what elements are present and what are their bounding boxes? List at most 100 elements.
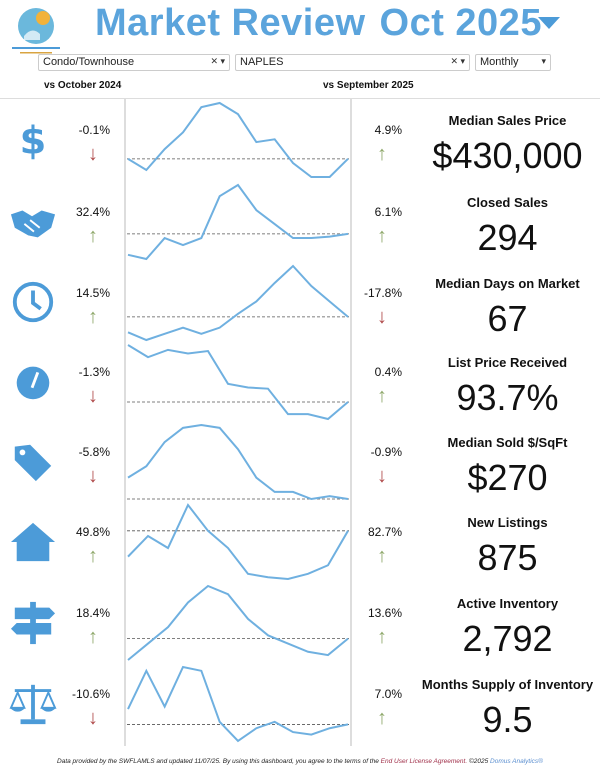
metric-value: 875 (477, 537, 538, 578)
clear-and-chevron-icon[interactable]: ✕ ▾ (210, 56, 225, 66)
arrow-down-icon: ↓ (88, 385, 98, 407)
yoy-change: -1.3% (78, 365, 110, 379)
trend-line (127, 101, 349, 178)
logo (12, 8, 60, 54)
clock-icon (12, 281, 54, 323)
metric-value: $270 (467, 457, 548, 498)
metric-value: 9.5 (482, 699, 533, 740)
yoy-change: 14.5% (75, 286, 110, 300)
arrow-down-icon: ↓ (377, 306, 387, 328)
trend-line (127, 503, 349, 581)
brand-link[interactable]: Domus Analytics® (490, 758, 543, 765)
metric-row: -1.3% ↓ 0.4% ↑ List Price Received 93.7% (0, 341, 600, 422)
arrow-down-icon: ↓ (88, 143, 98, 165)
svg-text:$: $ (20, 118, 47, 163)
metric-label: Active Inventory (456, 596, 559, 611)
arrow-down-icon: ↓ (88, 707, 98, 729)
metric-label: New Listings (467, 515, 548, 530)
title-period: Oct 2025 (379, 2, 542, 44)
city-select[interactable]: NAPLES ✕ ▾ (235, 54, 470, 71)
clear-and-chevron-icon[interactable]: ✕ ▾ (450, 56, 465, 66)
period-dropdown-caret-icon[interactable] (538, 17, 560, 29)
arrow-down-icon: ↓ (377, 465, 387, 487)
metric-row: 18.4% ↑ 13.6% ↑ Active Inventory 2,792 (0, 582, 600, 663)
arrow-up-icon: ↑ (377, 626, 387, 648)
metric-value: 67 (487, 298, 528, 339)
eula-link[interactable]: End User License Agreement. (380, 758, 468, 765)
yoy-change: 18.4% (75, 606, 110, 620)
footer-text: Data provided by the SWFLAMLS and update… (57, 758, 381, 765)
mom-change: 4.9% (374, 123, 402, 137)
mom-change: 7.0% (374, 687, 402, 701)
mom-change: 0.4% (374, 365, 402, 379)
arrow-up-icon: ↑ (377, 385, 387, 407)
frequency-value: Monthly (480, 56, 519, 68)
arrow-up-icon: ↑ (88, 545, 98, 567)
signpost-icon (10, 601, 56, 645)
property-type-select[interactable]: Condo/Townhouse ✕ ▾ (38, 54, 230, 71)
gauge-icon (16, 366, 50, 400)
trend-line (127, 264, 349, 342)
page-title: Market Review Oct 2025 (95, 2, 556, 45)
arrow-up-icon: ↑ (88, 225, 98, 247)
metric-label: Median Sold $/SqFt (447, 435, 568, 450)
yoy-change: 32.4% (75, 205, 110, 219)
price-tag-icon (14, 444, 52, 482)
trend-sparkline (127, 584, 349, 661)
trend-line (127, 183, 349, 261)
metric-value: 2,792 (462, 618, 553, 659)
scales-icon (9, 684, 57, 725)
yoy-change: -0.1% (78, 123, 110, 137)
copyright: ©2025 (467, 758, 491, 765)
yoy-header: vs October 2024 (44, 80, 122, 91)
mom-change: 6.1% (374, 205, 402, 219)
trend-sparkline (127, 344, 349, 421)
metric-label: Median Sales Price (448, 113, 567, 128)
metric-label: List Price Received (447, 355, 568, 370)
metric-value: 93.7% (456, 377, 559, 418)
divider (124, 98, 126, 746)
frequency-select[interactable]: Monthly ▾ (475, 54, 551, 71)
mom-header: vs September 2025 (323, 80, 414, 91)
home-icon (10, 522, 56, 562)
divider (350, 98, 352, 746)
metric-label: Closed Sales (467, 195, 548, 210)
arrow-up-icon: ↑ (377, 707, 387, 729)
trend-sparkline (127, 665, 349, 743)
divider (0, 98, 600, 99)
metric-row: 49.8% ↑ 82.7% ↑ New Listings 875 (0, 501, 600, 582)
trend-line (127, 584, 349, 661)
arrow-up-icon: ↑ (377, 143, 387, 165)
chevron-down-icon: ▾ (541, 56, 546, 66)
handshake-icon (10, 210, 56, 238)
arrow-up-icon: ↑ (377, 225, 387, 247)
arrow-up-icon: ↑ (88, 626, 98, 648)
yoy-change: 49.8% (75, 525, 110, 539)
trend-line (127, 665, 349, 743)
arrow-down-icon: ↓ (88, 465, 98, 487)
mom-change: -17.8% (363, 286, 402, 300)
yoy-change: -5.8% (78, 445, 110, 459)
property-type-value: Condo/Townhouse (43, 56, 135, 68)
mom-change: -0.9% (370, 445, 402, 459)
metric-row: -5.8% ↓ -0.9% ↓ Median Sold $/SqFt $270 (0, 421, 600, 502)
metric-row: 32.4% ↑ 6.1% ↑ Closed Sales 294 (0, 181, 600, 262)
trend-sparkline (127, 183, 349, 261)
trend-sparkline (127, 264, 349, 342)
title-text: Market Review (95, 2, 366, 44)
dollar-icon: $ (20, 118, 47, 163)
mom-change: 13.6% (367, 606, 402, 620)
yoy-change: -10.6% (71, 687, 110, 701)
metric-value: 294 (477, 217, 538, 258)
trend-sparkline (127, 503, 349, 581)
trend-sparkline (127, 101, 349, 178)
arrow-up-icon: ↑ (88, 306, 98, 328)
arrow-up-icon: ↑ (377, 545, 387, 567)
city-value: NAPLES (240, 56, 284, 68)
footer: Data provided by the SWFLAMLS and update… (0, 758, 600, 765)
mom-change: 82.7% (367, 525, 402, 539)
trend-line (127, 423, 349, 501)
trend-sparkline (127, 423, 349, 501)
metric-value: $430,000 (432, 135, 583, 176)
trend-line (127, 344, 349, 421)
